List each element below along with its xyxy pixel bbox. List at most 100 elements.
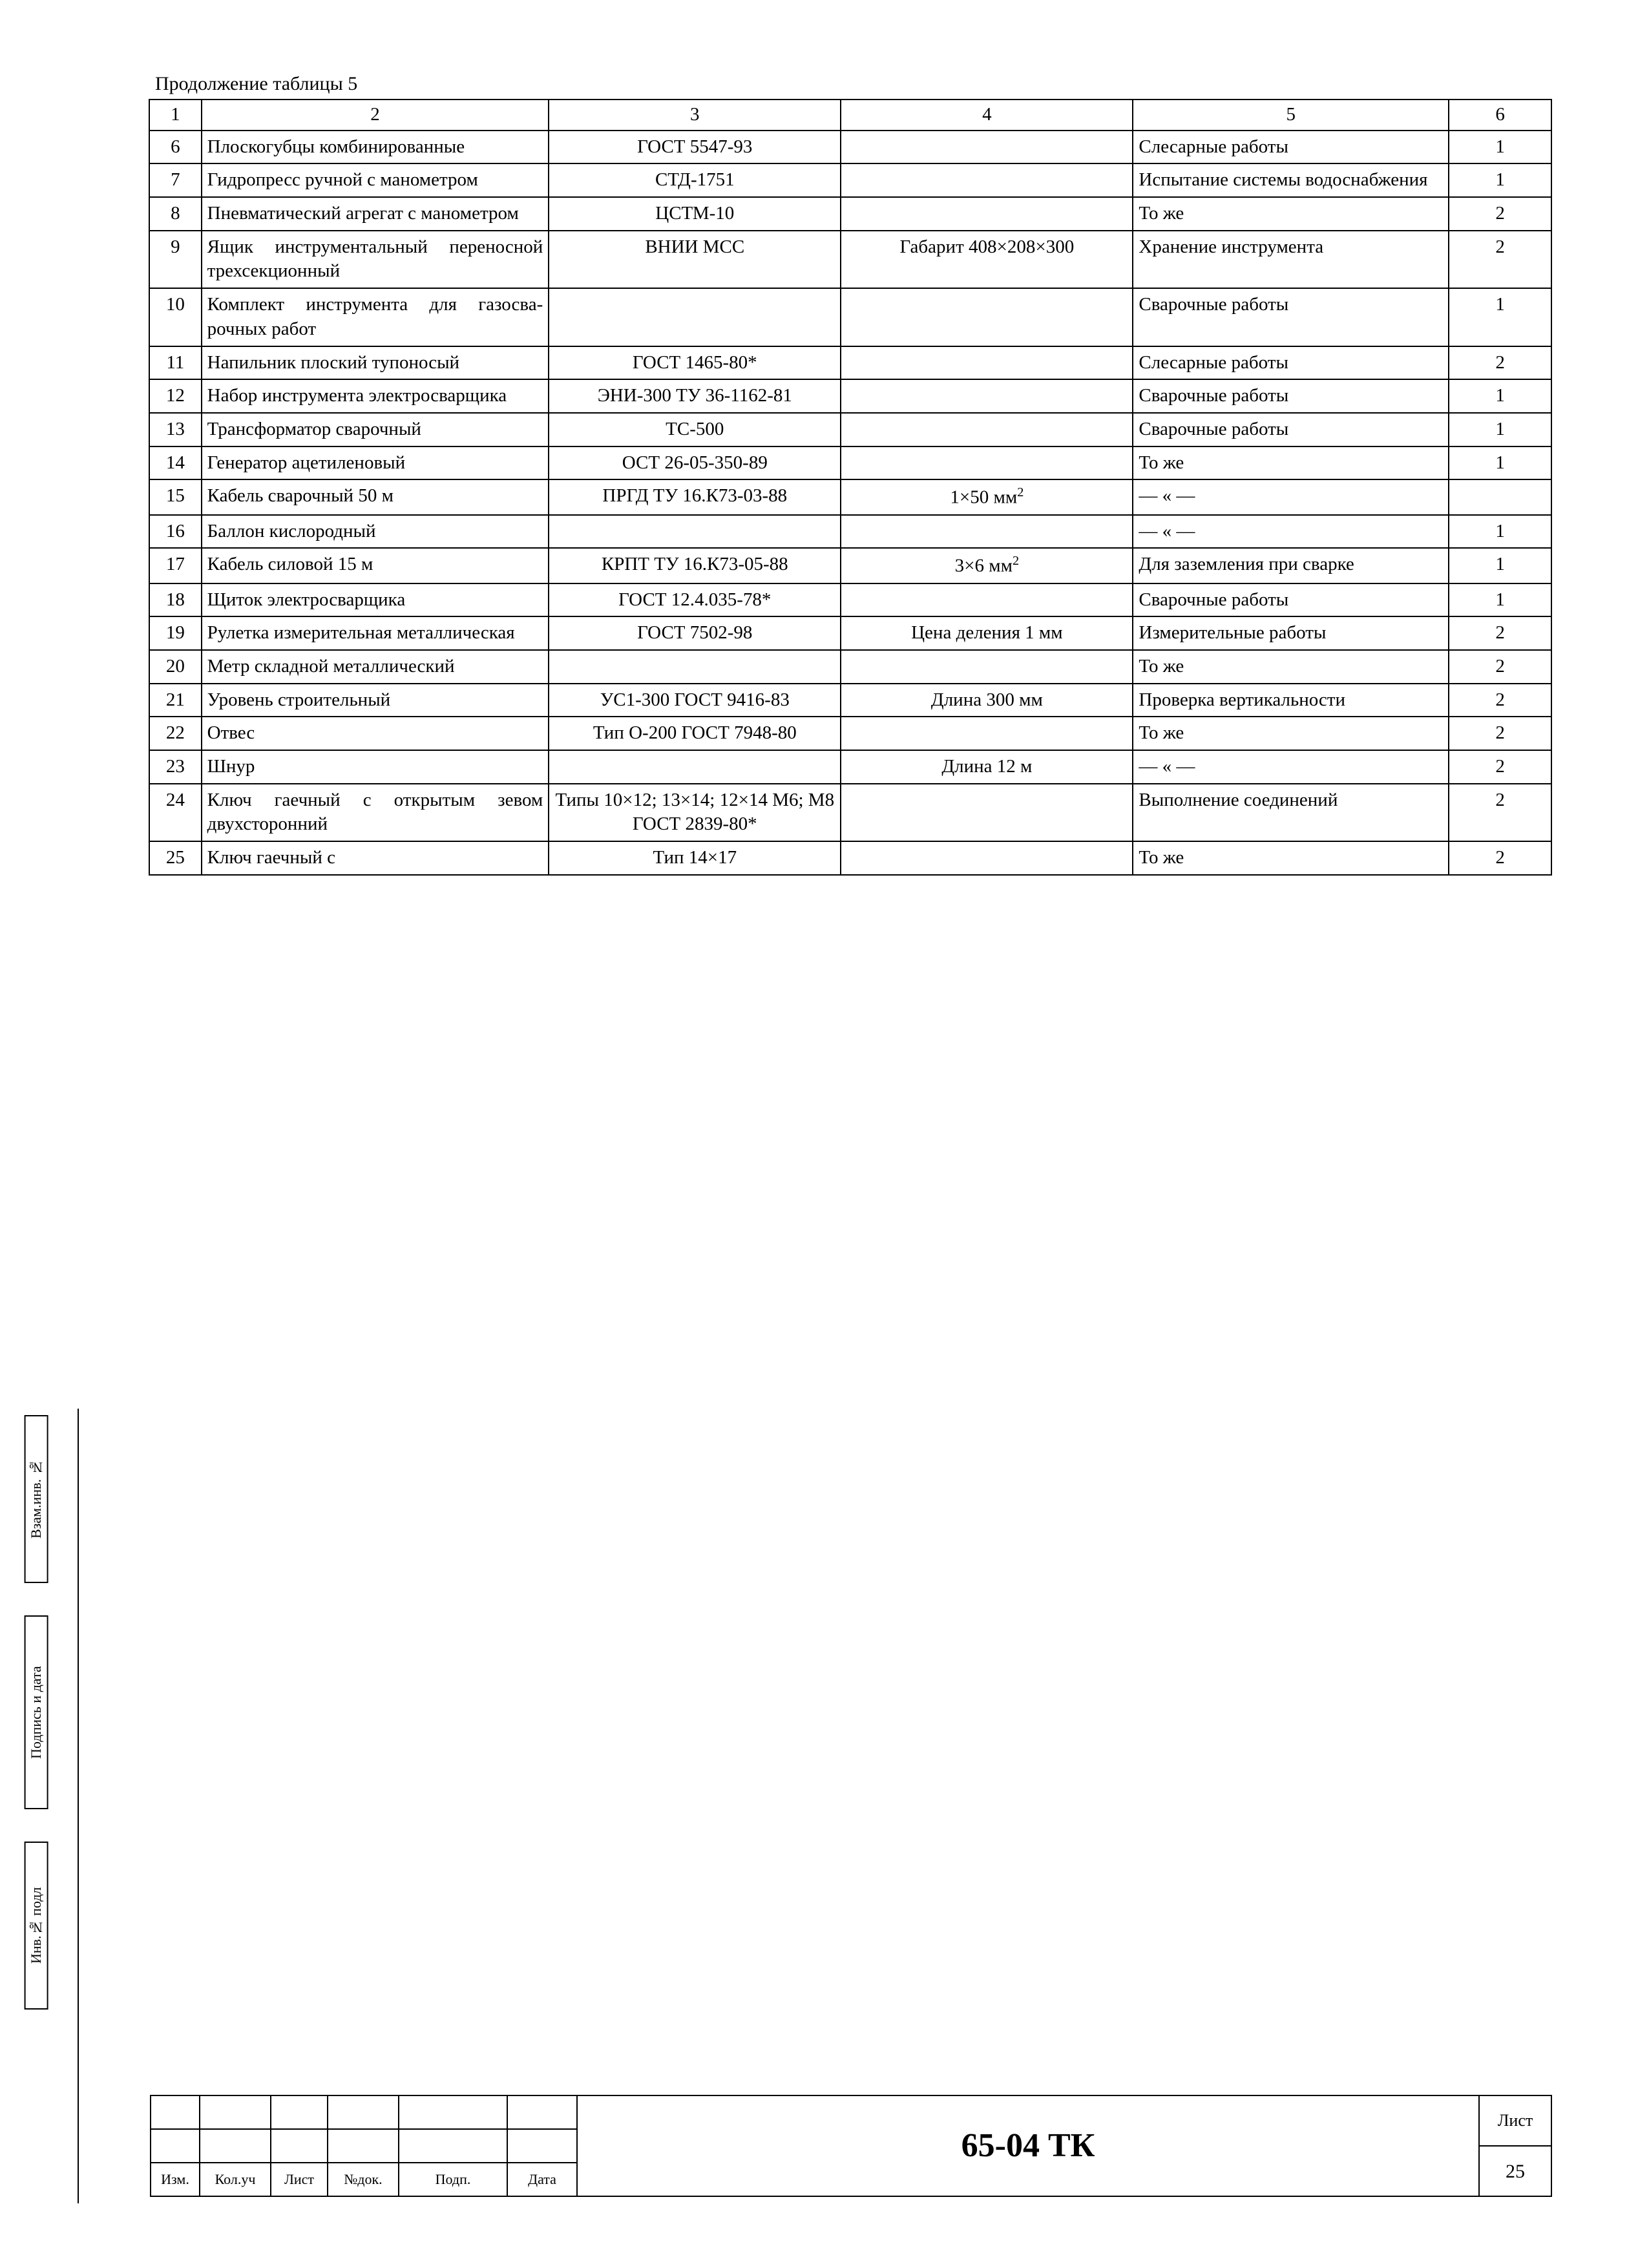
row-type: Типы 10×12; 13×14; 12×14 М6; М8 ГОСТ 283…	[549, 784, 841, 841]
col-3: 3	[549, 100, 841, 131]
row-type: СТД-1751	[549, 163, 841, 197]
row-qty	[1449, 479, 1551, 514]
row-number: 22	[149, 717, 202, 750]
row-purpose: То же	[1133, 197, 1449, 231]
table-header-row: 1 2 3 4 5 6	[149, 100, 1551, 131]
table-caption: Продолжение таблицы 5	[149, 71, 1552, 96]
table-row: 11Напильник пло­ский тупоносыйГОСТ 1465-…	[149, 346, 1551, 380]
tb-blank	[328, 2130, 399, 2162]
tb-blank	[399, 2130, 508, 2162]
row-purpose: Сварочные рабо­ты	[1133, 413, 1449, 446]
row-type: ГОСТ 12.4.035-78*	[549, 583, 841, 617]
row-qty: 1	[1449, 413, 1551, 446]
row-name: Напильник пло­ский тупоносый	[202, 346, 549, 380]
row-name: Трансформатор сварочный	[202, 413, 549, 446]
row-param	[841, 583, 1133, 617]
table-row: 8Пневматический агрегат с маномет­ромЦСТ…	[149, 197, 1551, 231]
row-purpose: Слесарные рабо­ты	[1133, 346, 1449, 380]
row-purpose: Хранение инст­румента	[1133, 231, 1449, 288]
row-name: Шнур	[202, 750, 549, 784]
row-name: Кабель сварочный 50 м	[202, 479, 549, 514]
row-name: Отвес	[202, 717, 549, 750]
side-box-vzam: Взам.инв. №	[25, 1415, 48, 1583]
row-param: Габарит 408×208×300	[841, 231, 1133, 288]
row-param	[841, 515, 1133, 549]
doc-code: 65-04 ТК	[578, 2096, 1480, 2196]
side-frames: Взам.инв. № Подпись и дата Инв.№ подл	[25, 1415, 70, 2087]
row-param: Длина 300 мм	[841, 684, 1133, 717]
row-number: 24	[149, 784, 202, 841]
tb-blank	[508, 2130, 578, 2162]
row-type: ТС-500	[549, 413, 841, 446]
table-row: 12Набор инструмента электросварщикаЭНИ-3…	[149, 379, 1551, 413]
row-qty: 1	[1449, 288, 1551, 346]
row-number: 10	[149, 288, 202, 346]
tb-lbl-izm: Изм.	[151, 2163, 200, 2196]
row-param	[841, 163, 1133, 197]
row-qty: 2	[1449, 784, 1551, 841]
row-type: УС1-300 ГОСТ 9416-83	[549, 684, 841, 717]
table-row: 10Комплект инстру­мента для газосва­рочн…	[149, 288, 1551, 346]
sheet-box: Лист 25	[1480, 2096, 1551, 2196]
row-name: Метр складной металлический	[202, 650, 549, 684]
side-box-inv: Инв.№ подл	[25, 1842, 48, 2010]
tools-table: 1 2 3 4 5 6 6Плоскогубцы ком­бинированны…	[149, 99, 1552, 876]
tb-lbl-data: Дата	[508, 2163, 578, 2196]
row-type: ГОСТ 1465-80*	[549, 346, 841, 380]
table-row: 24Ключ гаечный с открытым зевом двухстор…	[149, 784, 1551, 841]
table-row: 16Баллон кислород­ный— « —1	[149, 515, 1551, 549]
row-qty: 1	[1449, 131, 1551, 164]
row-param: 1×50 мм2	[841, 479, 1133, 514]
tb-blank	[200, 2130, 271, 2162]
row-type: ГОСТ 5547-93	[549, 131, 841, 164]
row-qty: 2	[1449, 231, 1551, 288]
tb-row-blank2	[151, 2130, 578, 2163]
row-number: 25	[149, 841, 202, 875]
col-4: 4	[841, 100, 1133, 131]
table-row: 19Рулетка измеритель­ная металлическаяГО…	[149, 616, 1551, 650]
row-name: Генератор ацети­леновый	[202, 446, 549, 480]
sheet-label: Лист	[1480, 2096, 1551, 2147]
tb-blank	[271, 2096, 328, 2128]
row-qty: 2	[1449, 650, 1551, 684]
row-purpose: Сварочные рабо­ты	[1133, 379, 1449, 413]
row-purpose: — « —	[1133, 750, 1449, 784]
row-purpose: То же	[1133, 717, 1449, 750]
row-type: ГОСТ 7502-98	[549, 616, 841, 650]
row-number: 15	[149, 479, 202, 514]
row-purpose: То же	[1133, 841, 1449, 875]
row-param	[841, 784, 1133, 841]
row-type	[549, 650, 841, 684]
row-type: ЭНИ-300 ТУ 36-1162-81	[549, 379, 841, 413]
row-purpose: То же	[1133, 650, 1449, 684]
table-row: 25Ключ гаечный сТип 14×17То же2	[149, 841, 1551, 875]
table-row: 15Кабель сварочный 50 мПРГД ТУ 16.К73-03…	[149, 479, 1551, 514]
row-type: ЦСТМ-10	[549, 197, 841, 231]
row-purpose: Слесарные рабо­ты	[1133, 131, 1449, 164]
row-name: Ящик инструмен­тальный перенос­ной трехс…	[202, 231, 549, 288]
row-qty: 1	[1449, 583, 1551, 617]
tb-row-blank1	[151, 2096, 578, 2130]
row-qty: 1	[1449, 163, 1551, 197]
row-purpose: Выполнение со­единений	[1133, 784, 1449, 841]
row-number: 11	[149, 346, 202, 380]
row-number: 19	[149, 616, 202, 650]
row-number: 9	[149, 231, 202, 288]
row-number: 20	[149, 650, 202, 684]
row-purpose: То же	[1133, 446, 1449, 480]
tb-blank	[151, 2130, 200, 2162]
row-name: Ключ гаечный с	[202, 841, 549, 875]
row-type: Тип О-200 ГОСТ 7948-80	[549, 717, 841, 750]
sheet-number: 25	[1480, 2147, 1551, 2196]
row-name: Пневматический агрегат с маномет­ром	[202, 197, 549, 231]
table-row: 18Щиток электро­сварщикаГОСТ 12.4.035-78…	[149, 583, 1551, 617]
tb-lbl-koluch: Кол.уч	[200, 2163, 271, 2196]
row-number: 23	[149, 750, 202, 784]
row-type: ОСТ 26-05-350-89	[549, 446, 841, 480]
row-qty: 2	[1449, 346, 1551, 380]
table-row: 7Гидропресс руч­ной с манометромСТД-1751…	[149, 163, 1551, 197]
row-param	[841, 841, 1133, 875]
row-param	[841, 413, 1133, 446]
row-number: 13	[149, 413, 202, 446]
side-box-sign: Подпись и дата	[25, 1615, 48, 1809]
